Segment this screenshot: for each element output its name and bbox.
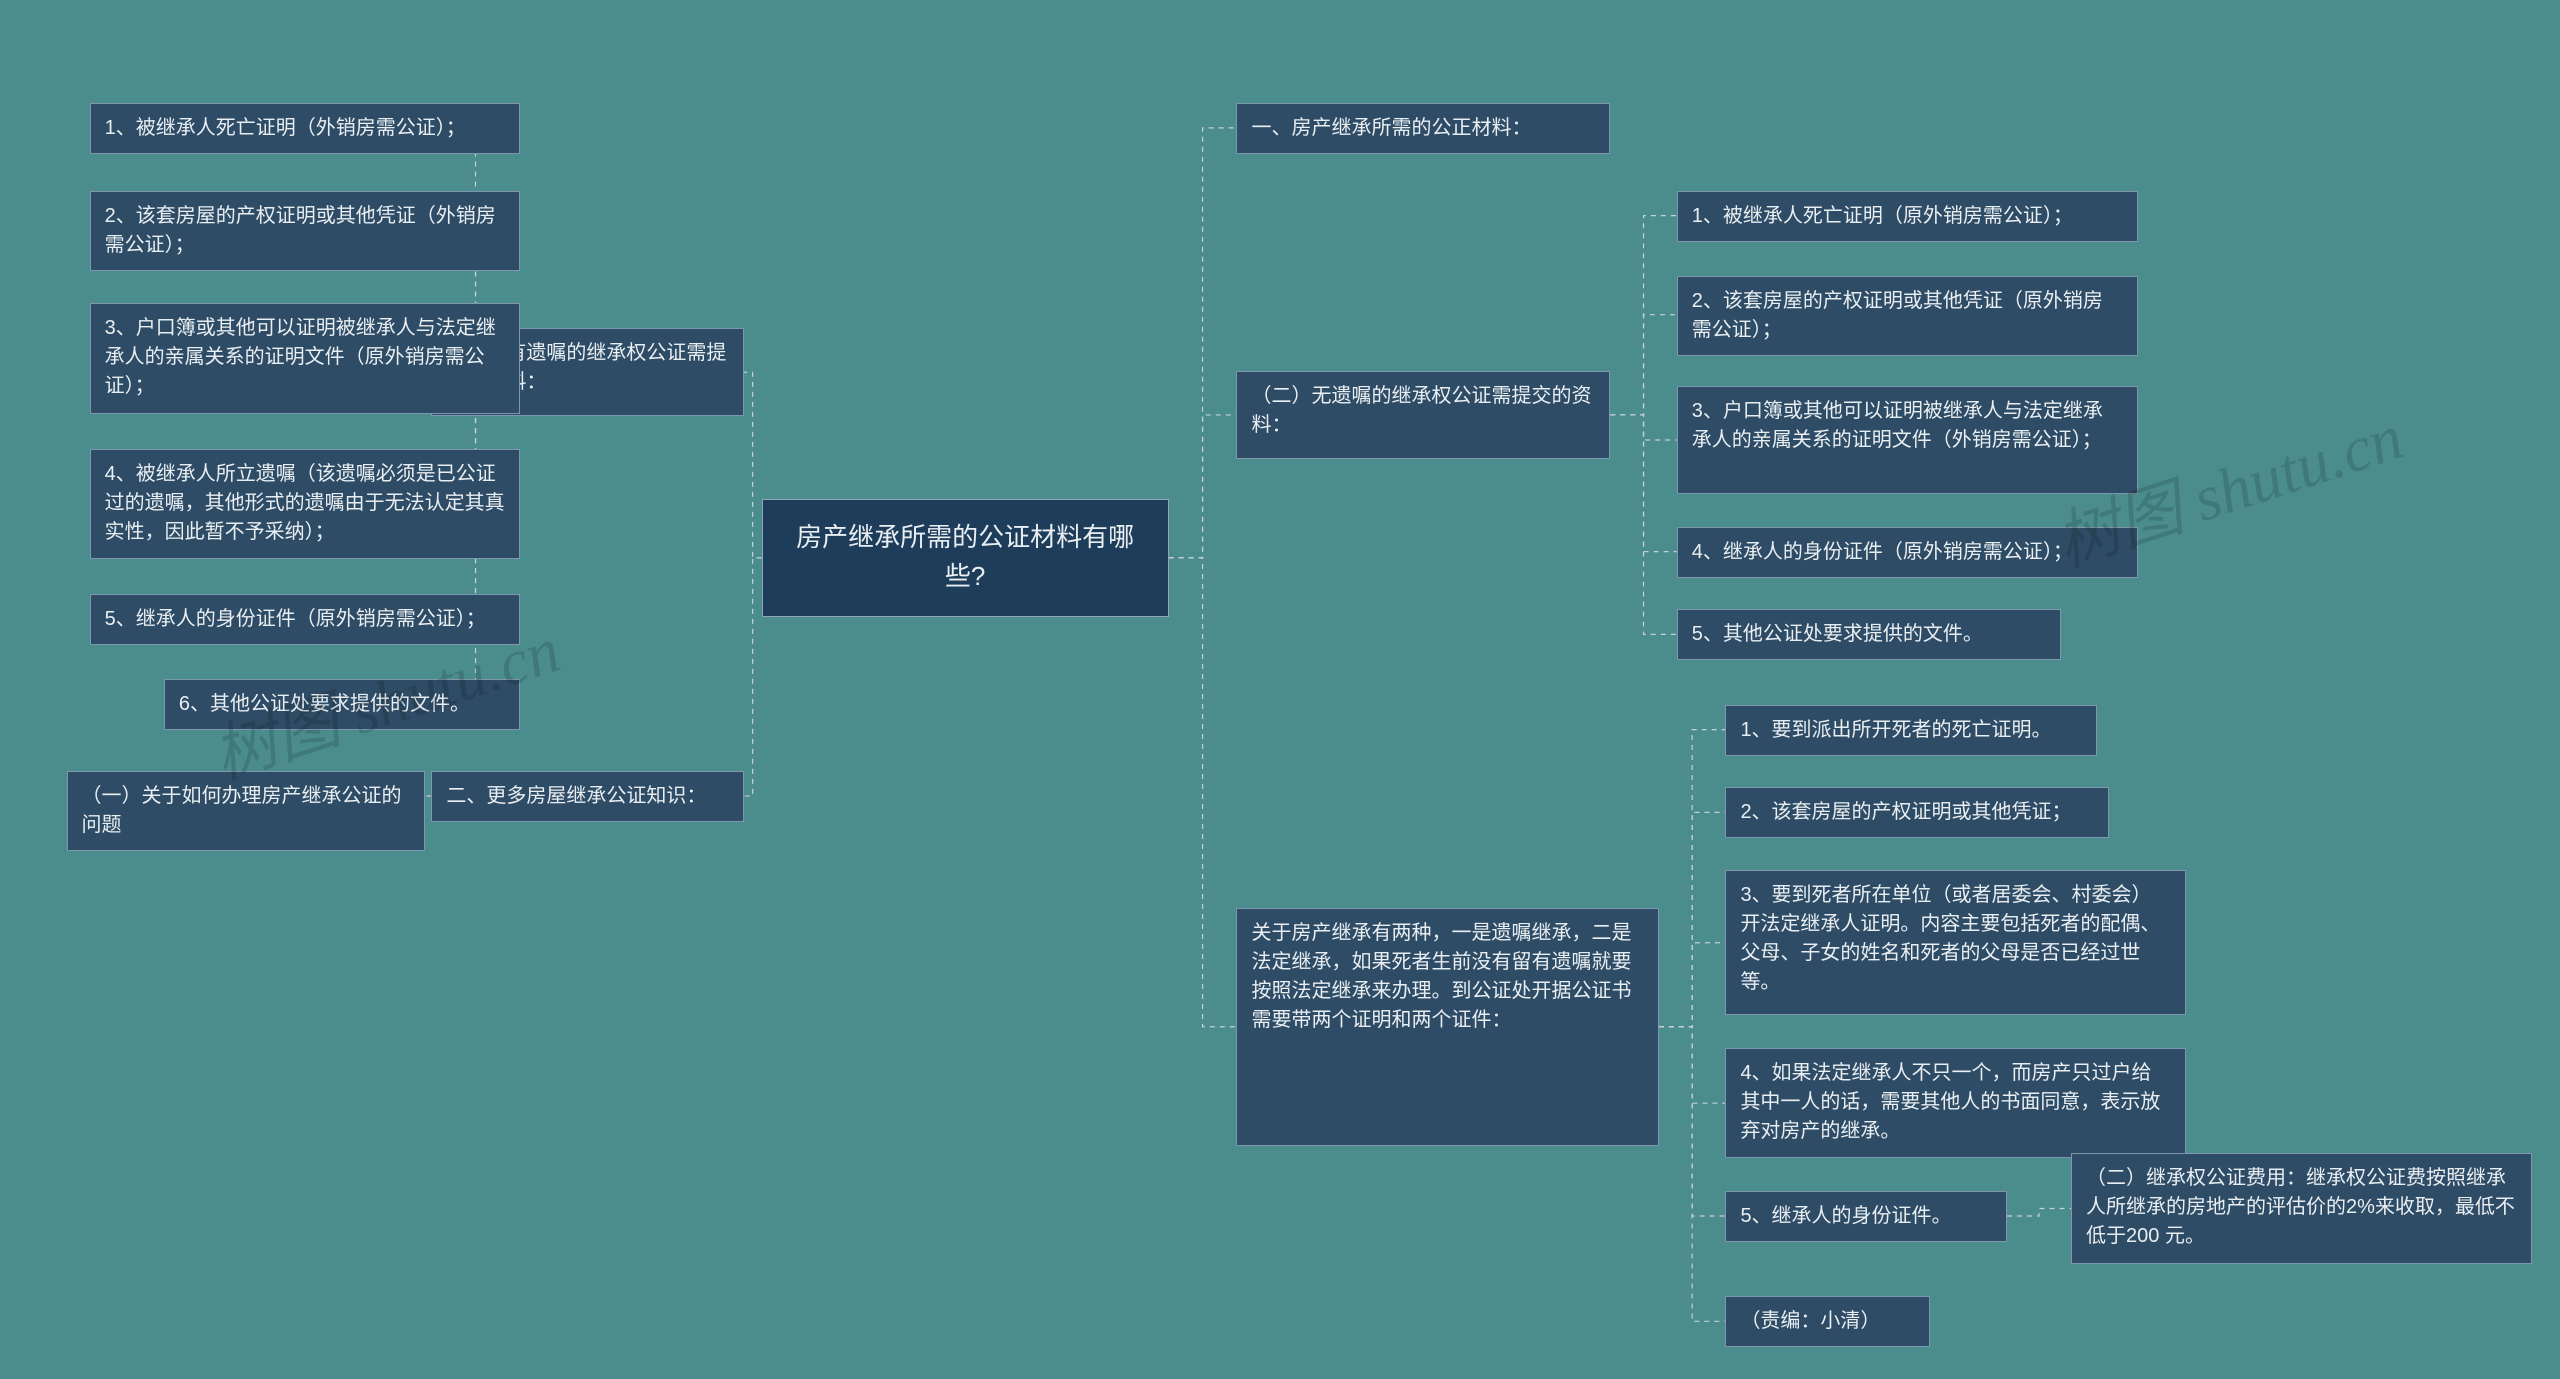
node-L1b: 2、该套房屋的产权证明或其他凭证（外销房需公证）； <box>90 191 520 271</box>
node-R3b: 2、该套房屋的产权证明或其他凭证； <box>1725 787 2109 838</box>
node-R3c: 3、要到死者所在单位（或者居委会、村委会）开法定继承人证明。内容主要包括死者的配… <box>1725 870 2186 1015</box>
node-L1c: 3、户口簿或其他可以证明被继承人与法定继承人的亲属关系的证明文件（原外销房需公证… <box>90 303 520 413</box>
node-R2c: 3、户口簿或其他可以证明被继承人与法定继承承人的亲属关系的证明文件（外销房需公证… <box>1677 386 2138 494</box>
node-R2: （二）无遗嘱的继承权公证需提交的资料： <box>1236 371 1610 459</box>
node-R2b: 2、该套房屋的产权证明或其他凭证（原外销房需公证）； <box>1677 276 2138 356</box>
node-L1d: 4、被继承人所立遗嘱（该遗嘱必须是已公证过的遗嘱，其他形式的遗嘱由于无法认定其真… <box>90 449 520 559</box>
node-L2: 二、更多房屋继承公证知识： <box>431 771 743 822</box>
node-R3: 关于房产继承有两种，一是遗嘱继承，二是法定继承，如果死者生前没有留有遗嘱就要按照… <box>1236 908 1658 1146</box>
root-node: 房产继承所需的公证材料有哪些? <box>762 499 1169 617</box>
node-R3e1: （二）继承权公证费用：继承权公证费按照继承人所继承的房地产的评估价的2%来收取，… <box>2071 1153 2532 1263</box>
node-R2d: 4、继承人的身份证件（原外销房需公证）； <box>1677 527 2138 578</box>
node-R3a: 1、要到派出所开死者的死亡证明。 <box>1725 705 2096 756</box>
node-L1e: 5、继承人的身份证件（原外销房需公证）； <box>90 594 520 645</box>
node-L2a: （一）关于如何办理房产继承公证的问题 <box>67 771 425 851</box>
node-R2e: 5、其他公证处要求提供的文件。 <box>1677 609 2061 660</box>
node-L1a: 1、被继承人死亡证明（外销房需公证）； <box>90 103 520 154</box>
node-R1: 一、房产继承所需的公正材料： <box>1236 103 1610 154</box>
node-R3e: 5、继承人的身份证件。 <box>1725 1191 2007 1242</box>
node-R2a: 1、被继承人死亡证明（原外销房需公证）； <box>1677 191 2138 242</box>
node-L1f: 6、其他公证处要求提供的文件。 <box>164 679 520 730</box>
node-R3d: 4、如果法定继承人不只一个，而房产只过户给其中一人的话，需要其他人的书面同意，表… <box>1725 1048 2186 1158</box>
node-R3f: （责编：小清） <box>1725 1296 1930 1347</box>
